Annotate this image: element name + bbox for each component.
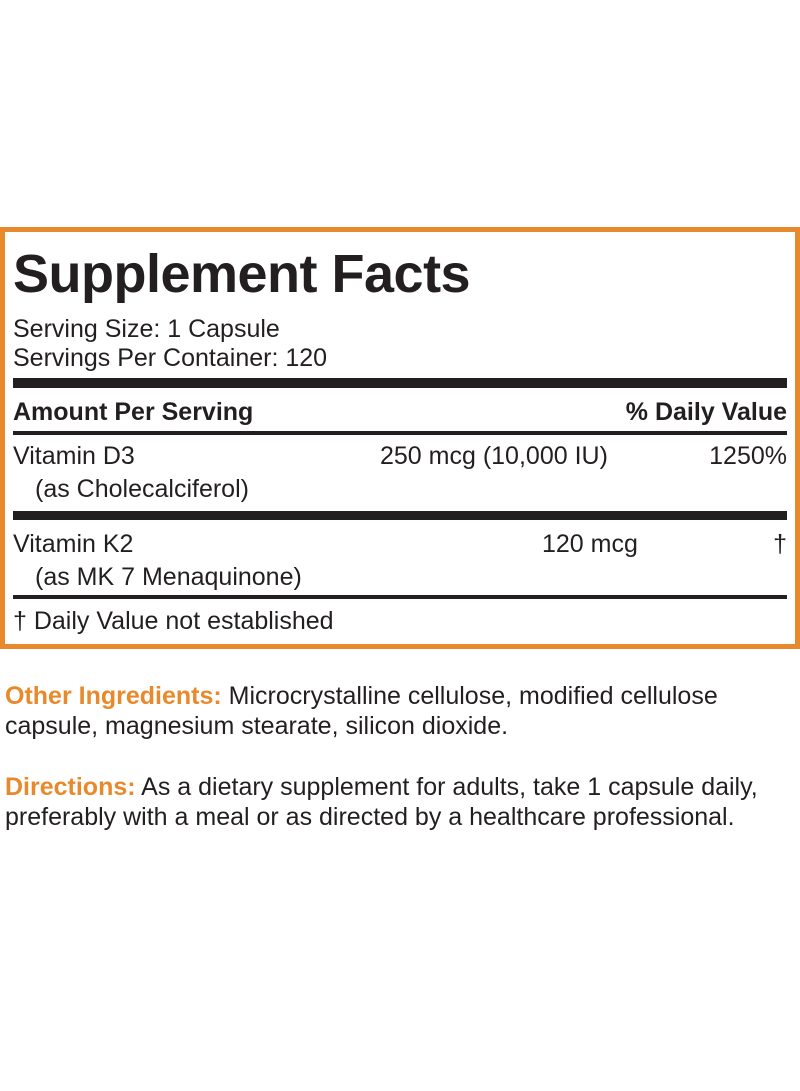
divider-bottom <box>13 595 787 599</box>
nutrient-source-vitamin-d3: (as Cholecalciferol) <box>35 475 249 503</box>
daily-value-footnote: † Daily Value not established <box>13 607 334 635</box>
facts-title: Supplement Facts <box>13 244 471 304</box>
nutrient-amount-vitamin-d3: 250 mcg (10,000 IU) <box>380 442 608 470</box>
amount-per-serving-header: Amount Per Serving <box>13 398 254 426</box>
nutrient-name-vitamin-d3: Vitamin D3 <box>13 442 135 470</box>
daily-value-header: % Daily Value <box>625 398 787 426</box>
directions-text: As a dietary supplement for adults, take… <box>5 773 758 831</box>
directions: Directions: As a dietary supplement for … <box>5 772 800 832</box>
divider-thick-row <box>13 511 787 520</box>
divider-medium <box>13 431 787 435</box>
nutrient-daily-value-vitamin-d3: 1250% <box>709 442 787 470</box>
nutrient-daily-value-vitamin-k2: † <box>773 530 787 558</box>
nutrient-source-vitamin-k2: (as MK 7 Menaquinone) <box>35 563 302 591</box>
other-ingredients-text: Microcrystalline cellulose, modified cel… <box>5 682 718 740</box>
supplement-facts-panel: Supplement Facts Serving Size: 1 Capsule… <box>0 227 800 649</box>
servings-per-container: Servings Per Container: 120 <box>13 344 328 372</box>
divider-thick <box>13 378 787 388</box>
nutrient-amount-vitamin-k2: 120 mcg <box>542 530 638 558</box>
directions-label: Directions: <box>5 773 136 801</box>
other-ingredients-label: Other Ingredients: <box>5 682 222 710</box>
serving-size: Serving Size: 1 Capsule <box>13 315 280 343</box>
other-ingredients: Other Ingredients: Microcrystalline cell… <box>5 681 800 741</box>
nutrient-name-vitamin-k2: Vitamin K2 <box>13 530 134 558</box>
